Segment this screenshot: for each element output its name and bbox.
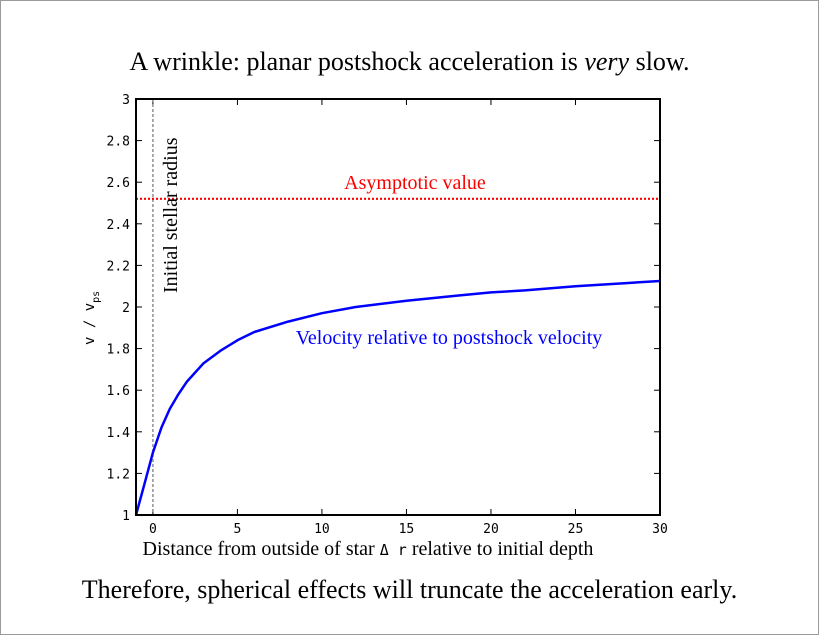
series-layer (134, 99, 661, 516)
asymptote-label: Asymptotic value (344, 172, 486, 194)
title-text-post: slow. (629, 47, 690, 76)
y-axis-label-main: v / v (82, 303, 98, 345)
title-text-pre: A wrinkle: planar postshock acceleration… (129, 47, 585, 76)
y-axis-label: v / vps (82, 291, 102, 345)
y-tick-label-7: 2.4 (107, 218, 131, 233)
y-tick-label-3: 1.6 (107, 384, 130, 399)
x-axis-label-pre: Distance from outside of star (143, 538, 380, 560)
velocity-curve (134, 279, 661, 516)
tick-layer: 0 5 10 15 20 25 30 1 1.2 1.4 1.6 1.8 2 2.2 2.4 2.6 2.8 3 (107, 93, 668, 537)
y-tick-label-4: 1.8 (107, 343, 130, 358)
x-axis-label-symbol: Δ r (380, 541, 407, 559)
x-tick-label-1: 5 (234, 522, 242, 537)
x-tick-label-3: 15 (399, 522, 415, 537)
slide-title: A wrinkle: planar postshock acceleration… (0, 47, 819, 77)
y-tick-label-8: 2.6 (107, 176, 130, 191)
velocity-curve-label: Velocity relative to postshock velocity (296, 327, 603, 349)
initial-radius-label: Initial stellar radius (160, 137, 182, 293)
x-tick-label-0: 0 (149, 522, 157, 537)
y-tick-label-5: 2 (122, 301, 130, 316)
plot-area-frame (135, 98, 661, 516)
y-tick-label-6: 2.2 (107, 259, 130, 274)
x-tick-label-2: 10 (314, 522, 330, 537)
title-emphasis: very (584, 47, 630, 76)
x-axis-label: Distance from outside of star Δ r relati… (143, 538, 594, 560)
y-tick-label-2: 1.4 (107, 426, 131, 441)
y-tick-label-1: 1.2 (107, 467, 130, 482)
slide-footer: Therefore, spherical effects will trunca… (81, 575, 738, 604)
y-tick-label-10: 3 (122, 93, 130, 108)
label-layer: Asymptotic value Velocity relative to pos… (160, 137, 602, 349)
y-tick-label-0: 1 (122, 509, 130, 524)
x-axis-label-post: relative to initial depth (407, 538, 594, 560)
y-tick-label-9: 2.8 (107, 135, 130, 150)
x-tick-label-5: 25 (568, 522, 584, 537)
y-axis-label-sub: ps (91, 291, 102, 303)
x-tick-label-6: 30 (652, 522, 668, 537)
x-tick-label-4: 20 (483, 522, 499, 537)
